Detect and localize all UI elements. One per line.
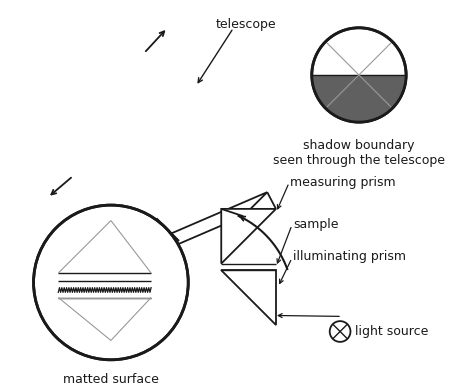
Circle shape — [34, 205, 188, 360]
Text: shadow boundary
seen through the telescope: shadow boundary seen through the telesco… — [273, 139, 445, 167]
Polygon shape — [221, 209, 276, 264]
Polygon shape — [119, 252, 145, 278]
Text: matted surface: matted surface — [63, 373, 159, 386]
Text: sample: sample — [293, 218, 338, 232]
Ellipse shape — [67, 267, 92, 292]
Text: light source: light source — [355, 325, 428, 338]
Polygon shape — [221, 270, 276, 325]
Polygon shape — [68, 192, 267, 292]
Text: telescope: telescope — [216, 19, 276, 31]
Text: measuring prism: measuring prism — [290, 176, 396, 189]
Circle shape — [312, 28, 406, 122]
Circle shape — [330, 321, 350, 342]
Polygon shape — [148, 219, 178, 250]
Wedge shape — [312, 75, 406, 122]
Text: illuminating prism: illuminating prism — [293, 249, 406, 262]
